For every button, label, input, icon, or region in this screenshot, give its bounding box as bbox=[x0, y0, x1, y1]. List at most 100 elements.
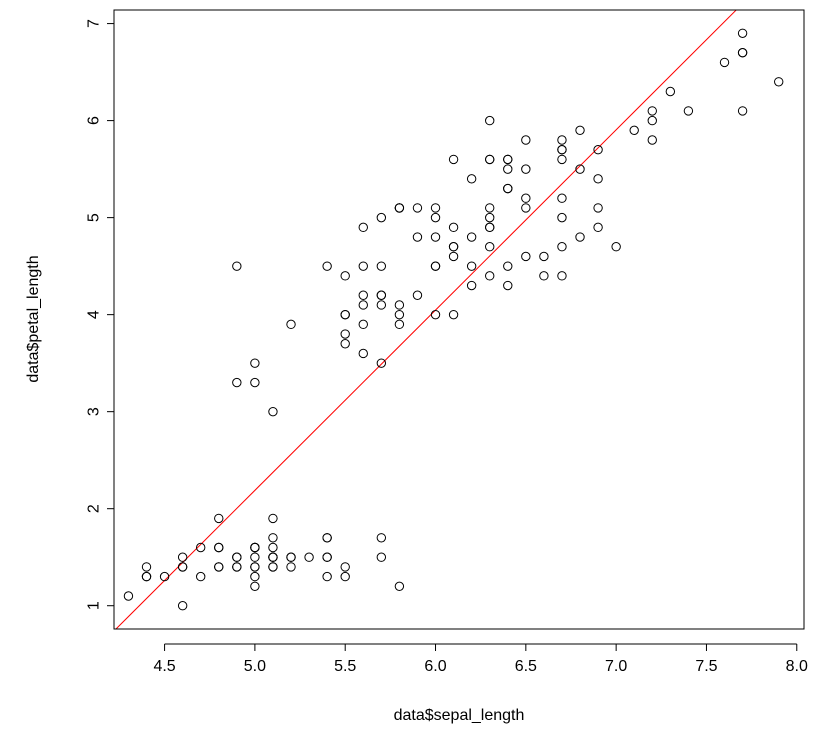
data-point bbox=[430, 309, 441, 320]
data-point bbox=[177, 552, 188, 562]
data-point bbox=[322, 571, 332, 582]
data-point bbox=[448, 309, 459, 320]
data-point bbox=[430, 232, 441, 242]
data-point bbox=[557, 212, 567, 223]
data-point bbox=[340, 562, 350, 572]
x-tick-label: 6.5 bbox=[515, 658, 537, 675]
data-point bbox=[485, 222, 495, 233]
data-point bbox=[466, 232, 477, 242]
data-point bbox=[521, 251, 531, 262]
data-point bbox=[394, 300, 405, 310]
data-point bbox=[394, 309, 405, 320]
data-point bbox=[376, 533, 387, 543]
data-point bbox=[358, 222, 368, 233]
data-point bbox=[123, 591, 134, 601]
data-point bbox=[521, 193, 531, 203]
data-point bbox=[503, 183, 513, 194]
data-point bbox=[268, 513, 278, 524]
data-point bbox=[268, 562, 278, 572]
data-point bbox=[503, 280, 513, 291]
data-point bbox=[430, 212, 441, 223]
data-point bbox=[358, 348, 368, 359]
data-point bbox=[214, 542, 224, 553]
data-point bbox=[358, 319, 368, 330]
data-point bbox=[719, 57, 730, 68]
data-point bbox=[737, 106, 748, 116]
data-point bbox=[593, 174, 603, 184]
data-point bbox=[358, 300, 368, 310]
data-point bbox=[647, 135, 657, 145]
data-point bbox=[250, 552, 260, 562]
y-tick-label: 5 bbox=[86, 213, 103, 222]
data-point bbox=[340, 329, 350, 339]
data-point bbox=[376, 290, 387, 300]
data-point bbox=[340, 309, 350, 320]
data-point bbox=[376, 212, 387, 223]
data-point bbox=[593, 145, 603, 155]
data-point bbox=[412, 203, 423, 213]
x-axis: 4.5 5.0 5.5 6.0 6.5 7.0 7.5 8.0 bbox=[153, 643, 808, 675]
x-tick-label: 7.5 bbox=[695, 658, 717, 675]
regression-line bbox=[115, 10, 737, 629]
data-point bbox=[376, 261, 387, 271]
data-point bbox=[159, 571, 170, 582]
y-tick-label: 3 bbox=[86, 407, 103, 416]
data-point bbox=[774, 77, 784, 87]
data-point bbox=[485, 242, 495, 252]
data-point bbox=[485, 203, 495, 213]
data-point bbox=[557, 145, 567, 155]
data-point bbox=[575, 232, 585, 242]
data-point bbox=[268, 542, 278, 553]
data-point bbox=[286, 552, 296, 562]
data-point bbox=[141, 571, 152, 582]
data-point bbox=[304, 552, 314, 562]
data-point bbox=[376, 552, 387, 562]
data-point bbox=[196, 542, 206, 553]
y-tick-label: 4 bbox=[86, 310, 103, 319]
data-point bbox=[485, 271, 495, 281]
data-point bbox=[521, 135, 531, 145]
data-point bbox=[466, 261, 477, 271]
data-point bbox=[340, 271, 350, 281]
data-point bbox=[503, 154, 513, 165]
data-point bbox=[358, 261, 368, 271]
data-point bbox=[557, 154, 567, 165]
data-point bbox=[394, 581, 405, 592]
data-point bbox=[593, 222, 603, 233]
data-points bbox=[123, 28, 784, 611]
data-point bbox=[647, 115, 657, 126]
data-point bbox=[466, 280, 477, 291]
data-point bbox=[575, 125, 585, 136]
data-point bbox=[177, 601, 188, 611]
data-point bbox=[376, 358, 387, 368]
x-tick-label: 8.0 bbox=[786, 658, 808, 675]
data-point bbox=[448, 242, 459, 252]
data-point bbox=[250, 562, 260, 572]
data-point bbox=[268, 533, 278, 543]
y-tick-label: 2 bbox=[86, 504, 103, 513]
data-point bbox=[232, 552, 242, 562]
data-point bbox=[394, 203, 405, 213]
data-point bbox=[448, 154, 459, 165]
data-point bbox=[593, 203, 603, 213]
y-tick-label: 7 bbox=[86, 19, 103, 28]
data-point bbox=[250, 542, 260, 553]
x-tick-label: 5.5 bbox=[334, 658, 356, 675]
data-point bbox=[250, 377, 260, 388]
y-axis-label: data$petal_length bbox=[25, 255, 42, 382]
data-point bbox=[412, 232, 423, 242]
y-tick-label: 1 bbox=[86, 601, 103, 610]
data-point bbox=[539, 271, 549, 281]
data-point bbox=[322, 552, 332, 562]
data-point bbox=[485, 154, 495, 165]
data-point bbox=[250, 571, 260, 582]
x-axis-label: data$sepal_length bbox=[394, 707, 525, 724]
data-point bbox=[322, 261, 332, 271]
data-point bbox=[268, 406, 278, 417]
data-point bbox=[575, 164, 585, 174]
data-point bbox=[268, 552, 278, 562]
y-tick-label: 6 bbox=[86, 116, 103, 125]
y-axis: 1 2 3 4 5 6 7 bbox=[86, 19, 115, 610]
